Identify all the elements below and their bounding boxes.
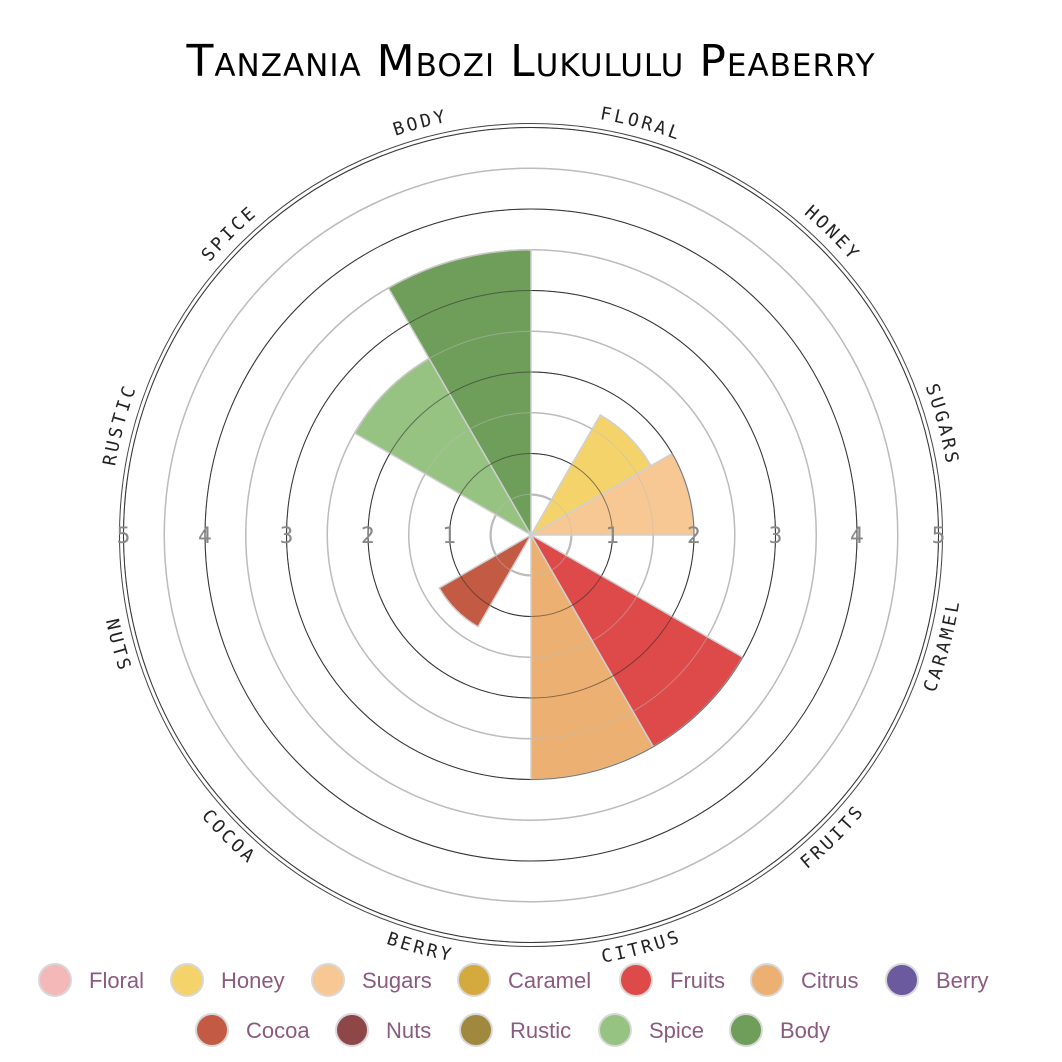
- axis-label-nuts: NUTS: [101, 617, 135, 675]
- grid-circle-overlay: [204, 208, 858, 862]
- grid-circle-overlay: [367, 371, 695, 699]
- legend-item-fruits[interactable]: Fruits: [619, 963, 725, 997]
- axis-label-honey: HONEY: [800, 201, 864, 265]
- legend-label: Caramel: [508, 968, 591, 993]
- tick-label: 3: [280, 524, 294, 549]
- legend-swatch: [729, 1013, 763, 1047]
- axis-label-citrus: CITRUS: [600, 926, 685, 967]
- legend-swatch: [38, 963, 72, 997]
- tick-label: 1: [443, 524, 457, 549]
- legend-item-spice[interactable]: Spice: [598, 1013, 704, 1047]
- legend-label: Citrus: [801, 968, 858, 993]
- legend-item-honey[interactable]: Honey: [170, 963, 285, 997]
- axis-label-fruits: FRUITS: [796, 800, 869, 873]
- grid-circle-overlay: [408, 412, 654, 658]
- legend-label: Nuts: [386, 1018, 431, 1043]
- legend-item-nuts[interactable]: Nuts: [335, 1013, 431, 1047]
- legend-label: Spice: [649, 1018, 704, 1043]
- legend-item-body[interactable]: Body: [729, 1013, 830, 1047]
- tick-label: 2: [687, 524, 701, 549]
- grid-circle-overlay: [286, 290, 776, 780]
- legend: Floral Honey Sugars Caramel Fruits Citrus Berr…: [38, 963, 989, 1047]
- grid-overlay: [123, 127, 939, 943]
- legend-item-caramel[interactable]: Caramel: [457, 963, 591, 997]
- legend-swatch: [335, 1013, 369, 1047]
- grid-circle-overlay: [449, 453, 613, 617]
- tick-label: 4: [850, 524, 864, 549]
- legend-swatch: [311, 963, 345, 997]
- tick-label: 2: [361, 524, 375, 549]
- outer-ring: [119, 123, 943, 947]
- legend-swatch: [598, 1013, 632, 1047]
- legend-item-sugars[interactable]: Sugars: [311, 963, 432, 997]
- legend-label: Cocoa: [246, 1018, 310, 1043]
- grid-circle-overlay: [245, 249, 817, 821]
- grid-circle-overlay: [123, 127, 939, 943]
- legend-swatch: [170, 963, 204, 997]
- legend-swatch: [885, 963, 919, 997]
- legend-swatch: [459, 1013, 493, 1047]
- legend-label: Sugars: [362, 968, 432, 993]
- legend-label: Floral: [89, 968, 144, 993]
- grid-circle-overlay: [163, 167, 899, 903]
- wedges: [123, 127, 939, 943]
- legend-label: Body: [780, 1018, 830, 1043]
- legend-item-citrus[interactable]: Citrus: [750, 963, 858, 997]
- legend-label: Honey: [221, 968, 285, 993]
- tick-label: 5: [932, 524, 946, 549]
- legend-swatch: [619, 963, 653, 997]
- axis-label-berry: BERRY: [384, 928, 456, 966]
- grid-circle-overlay: [489, 493, 573, 577]
- legend-label: Fruits: [670, 968, 725, 993]
- chart-title: Tanzania Mbozi Lukululu Peaberry: [185, 36, 875, 87]
- legend-label: Rustic: [510, 1018, 571, 1043]
- legend-item-floral[interactable]: Floral: [38, 963, 144, 997]
- tick-label: 1: [606, 524, 620, 549]
- axis-label-caramel: CARAMEL: [920, 597, 965, 695]
- axis-label-body: BODY: [390, 106, 449, 141]
- legend-item-berry[interactable]: Berry: [885, 963, 989, 997]
- axis-label-cocoa: COCOA: [197, 806, 260, 869]
- legend-label: Berry: [936, 968, 989, 993]
- tick-label: 4: [198, 524, 212, 549]
- legend-swatch: [750, 963, 784, 997]
- legend-item-cocoa[interactable]: Cocoa: [195, 1013, 310, 1047]
- tick-labels: 1 1 2 2 3 3 4 4 5 5: [117, 524, 946, 549]
- axis-label-spice: SPICE: [197, 201, 261, 265]
- wedge-cocoa: [438, 532, 534, 628]
- legend-swatch: [195, 1013, 229, 1047]
- tick-label: 5: [117, 524, 131, 549]
- legend-item-rustic[interactable]: Rustic: [459, 1013, 571, 1047]
- tick-label: 3: [769, 524, 783, 549]
- grid-circle-overlay: [326, 330, 736, 740]
- legend-swatch: [457, 963, 491, 997]
